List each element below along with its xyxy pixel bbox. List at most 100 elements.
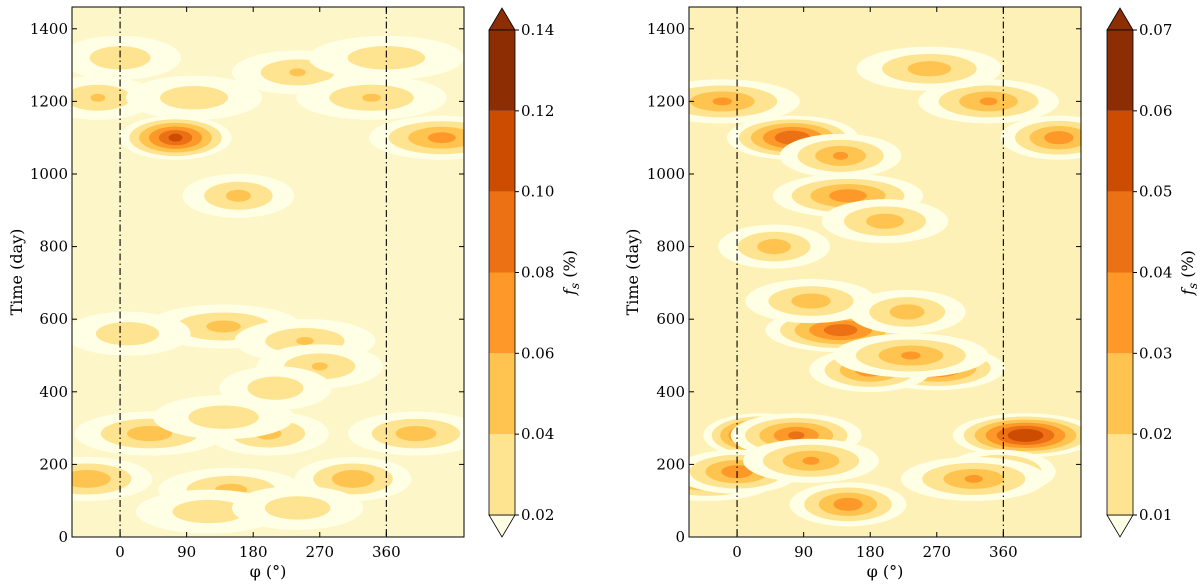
contour-level xyxy=(347,46,426,70)
left-contour-field xyxy=(72,35,464,534)
colorbar-label: fs (%) xyxy=(1178,250,1200,296)
right-y-ticks: 0 200 400 600 800 1000 1200 1400 xyxy=(647,20,1081,546)
contour-level xyxy=(95,321,160,346)
contour-blob xyxy=(72,35,181,80)
contour-level xyxy=(712,97,732,106)
y-tick-label: 1400 xyxy=(30,20,68,38)
colorbar-segment xyxy=(1107,272,1133,354)
y-tick-label: 400 xyxy=(39,383,68,401)
colorbar-tick-label: 0.12 xyxy=(521,102,554,120)
contour-level xyxy=(901,351,921,360)
contour-blob xyxy=(789,482,907,527)
contour-blob xyxy=(231,485,364,530)
contour-blob xyxy=(743,438,880,483)
right-plot-frame xyxy=(688,6,1082,538)
left-plot-frame xyxy=(71,6,465,538)
contour-level xyxy=(127,425,173,442)
contour-level xyxy=(829,189,867,203)
contour-level xyxy=(1007,428,1044,442)
contour-level xyxy=(72,470,111,488)
colorbar-tick-label: 0.06 xyxy=(1139,102,1172,120)
colorbar-tick-label: 0.08 xyxy=(521,264,554,282)
colorbar-tick-label: 0.14 xyxy=(521,21,554,39)
contour-level xyxy=(964,474,983,483)
contour-blob xyxy=(918,79,1059,124)
right-y-axis-label: Time (day) xyxy=(623,229,642,316)
contour-blob xyxy=(900,456,1047,501)
contour-level xyxy=(802,456,820,465)
colorbar-segment xyxy=(489,191,515,273)
left-colorbar: 0.02 0.04 0.06 0.08 0.10 0.12 0.14 fs (%) xyxy=(488,7,582,538)
colorbar-extend-top xyxy=(488,7,516,31)
contour-level xyxy=(172,499,246,524)
contour-level xyxy=(296,336,314,345)
contour-blob xyxy=(72,456,153,501)
x-tick-label: 180 xyxy=(239,543,268,561)
contour-level xyxy=(427,132,456,144)
contour-level xyxy=(206,320,241,333)
y-tick-label: 0 xyxy=(58,528,68,546)
right-heatmap-plot-area xyxy=(688,6,1082,538)
y-tick-label: 800 xyxy=(656,238,685,256)
contour-blob xyxy=(718,224,831,269)
contour-blob xyxy=(856,46,1003,91)
colorbar-segment xyxy=(1107,434,1133,515)
contour-blob xyxy=(294,456,412,501)
colorbar-label: fs (%) xyxy=(560,250,582,296)
contour-blob xyxy=(369,115,464,160)
right-colorbar: 0.01 0.02 0.03 0.04 0.05 0.06 0.07 fs (%) xyxy=(1106,7,1200,538)
right-x-ticks: 0 90 180 270 360 xyxy=(732,7,1018,561)
contour-level xyxy=(160,86,229,110)
contour-blob xyxy=(848,289,966,334)
contour-level xyxy=(889,304,925,320)
contour-blob xyxy=(779,133,902,178)
x-tick-label: 360 xyxy=(989,543,1018,561)
colorbar-segment xyxy=(1107,110,1133,192)
colorbar-tick-label: 0.01 xyxy=(1139,506,1172,524)
y-tick-label: 1200 xyxy=(647,92,685,110)
left-y-ticks: 0 200 400 600 800 1000 1200 1400 xyxy=(30,20,464,546)
contour-level xyxy=(264,496,331,520)
colorbar-tick-label: 0.04 xyxy=(521,425,554,443)
y-tick-label: 800 xyxy=(39,238,68,256)
x-tick-label: 270 xyxy=(922,543,951,561)
y-tick-label: 1000 xyxy=(647,165,685,183)
x-tick-label: 0 xyxy=(115,543,125,561)
x-tick-label: 270 xyxy=(305,543,334,561)
contour-blob xyxy=(119,115,232,160)
contour-blob xyxy=(833,333,989,378)
contour-level xyxy=(788,431,805,440)
colorbar-extend-top xyxy=(1106,7,1134,31)
colorbar-tick-label: 0.10 xyxy=(521,183,554,201)
left-reference-lines xyxy=(119,7,387,537)
x-tick-label: 90 xyxy=(794,543,813,561)
contour-blob xyxy=(745,279,877,324)
left-y-axis-label: Time (day) xyxy=(7,229,26,316)
y-tick-label: 200 xyxy=(39,455,68,473)
contour-level xyxy=(791,293,831,309)
y-tick-label: 600 xyxy=(656,310,685,328)
colorbar-segment xyxy=(489,434,515,515)
contour-level xyxy=(247,376,304,400)
contour-level xyxy=(833,497,863,511)
colorbar-segment xyxy=(489,110,515,192)
colorbar-tick-label: 0.02 xyxy=(1139,425,1172,443)
contour-blob xyxy=(296,75,447,120)
contour-level xyxy=(979,97,998,106)
contour-level xyxy=(1044,131,1074,145)
contour-level xyxy=(289,68,306,77)
contour-level xyxy=(90,93,106,102)
y-tick-label: 1400 xyxy=(647,20,685,38)
contour-level xyxy=(833,151,849,160)
y-tick-label: 1000 xyxy=(30,165,68,183)
colorbar-segment xyxy=(1107,191,1133,273)
x-tick-label: 90 xyxy=(177,543,196,561)
y-tick-label: 600 xyxy=(39,310,68,328)
contour-blob xyxy=(689,79,800,124)
contour-level xyxy=(757,238,791,255)
contour-level xyxy=(362,93,381,102)
colorbar-tick-label: 0.02 xyxy=(521,506,554,524)
colorbar-segment xyxy=(1107,30,1133,111)
x-tick-label: 180 xyxy=(856,543,885,561)
